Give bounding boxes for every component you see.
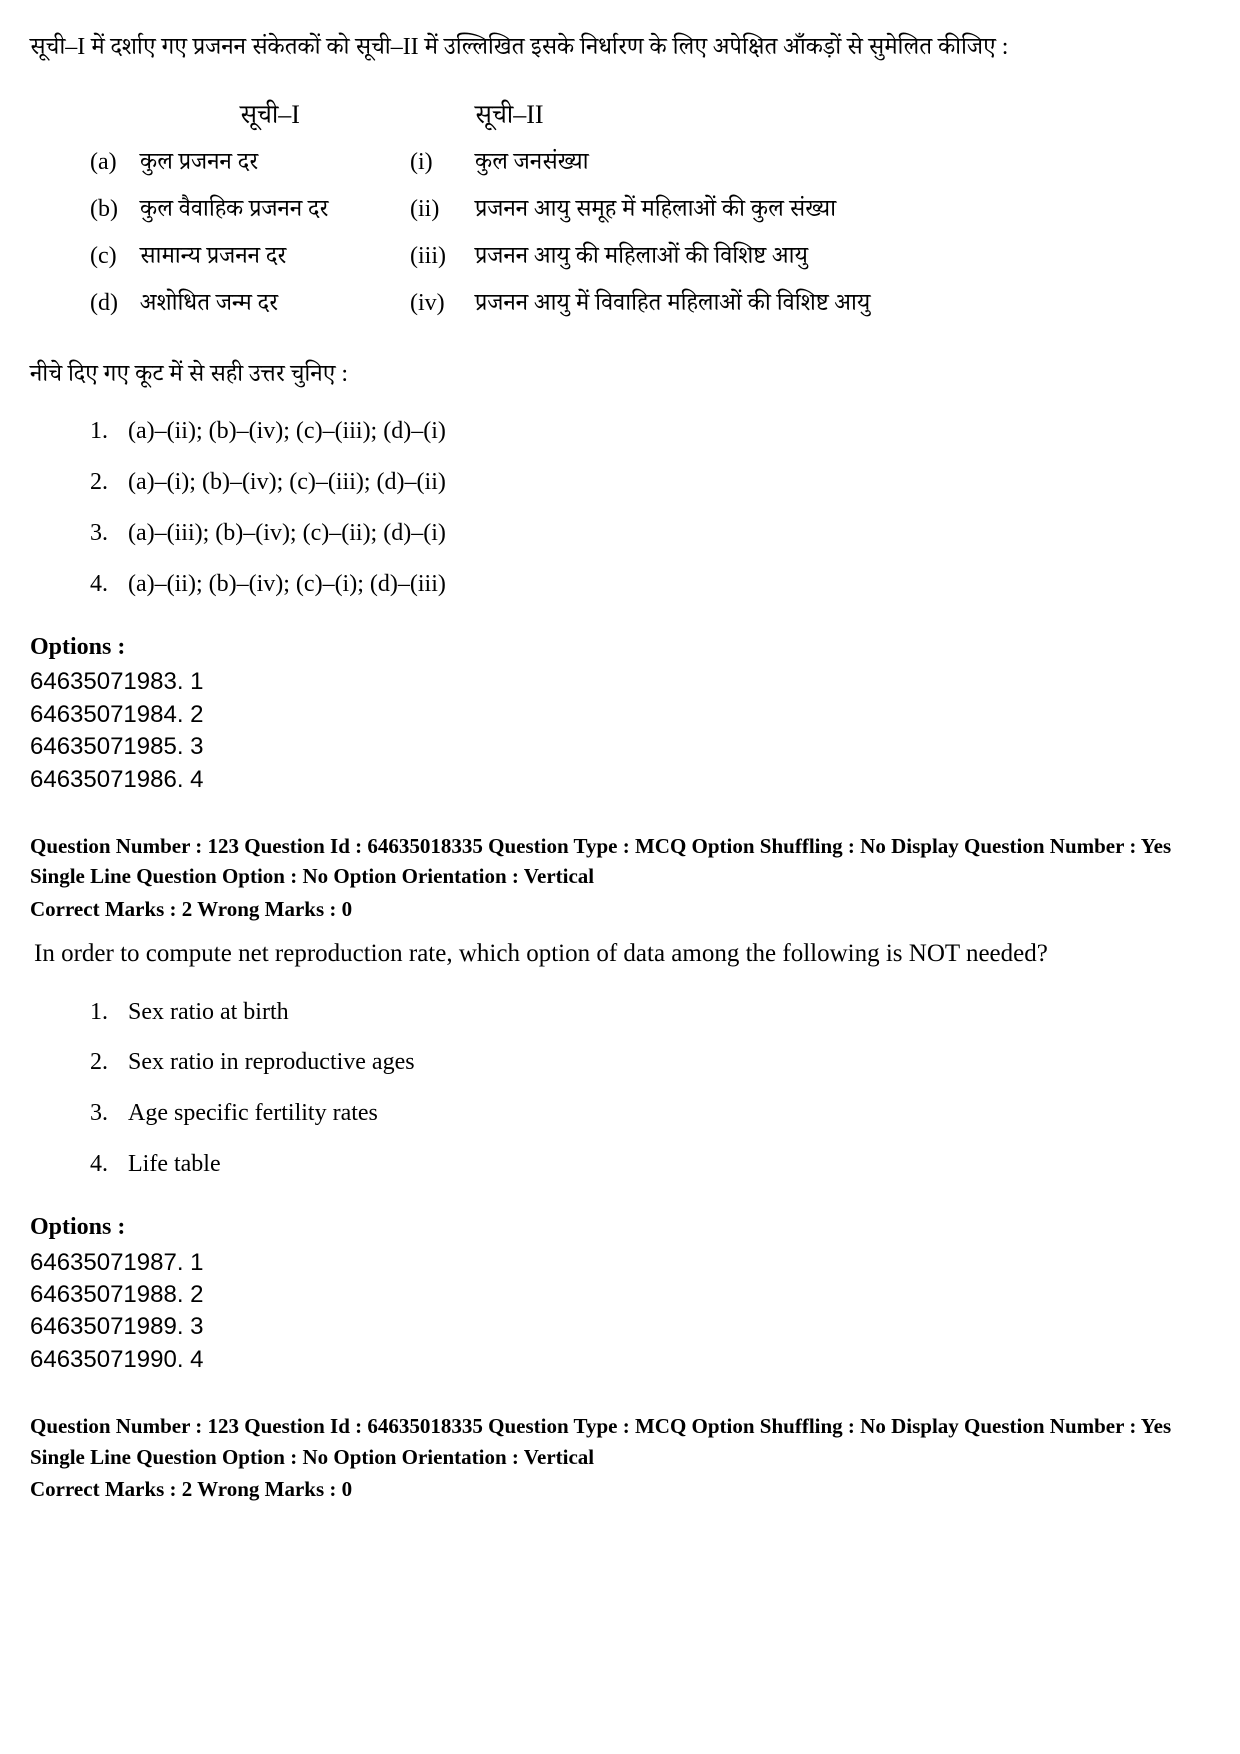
answer-num: 3. (90, 1096, 128, 1131)
q2-options-label: Options : (30, 1210, 1210, 1245)
option-id: 64635071987. 1 (30, 1247, 1210, 1279)
answer-option: 4.Life table (90, 1139, 1210, 1190)
list1-marker: (d) (90, 280, 140, 327)
q2-text: In order to compute net reproduction rat… (34, 936, 1210, 972)
option-id: 64635071983. 1 (30, 666, 1210, 698)
code-text: (a)–(iii); (b)–(iv); (c)–(ii); (d)–(i) (128, 520, 446, 546)
list1-marker: (a) (90, 139, 140, 186)
code-num: 4. (90, 567, 128, 602)
answer-num: 2. (90, 1045, 128, 1080)
q3-header: Question Number : 123 Question Id : 6463… (30, 1411, 1210, 1472)
answer-num: 4. (90, 1147, 128, 1182)
list2-heading: सूची–II (475, 90, 1005, 140)
list2-text: प्रजनन आयु में विवाहित महिलाओं की विशिष्… (475, 280, 1005, 327)
code-text: (a)–(i); (b)–(iv); (c)–(iii); (d)–(ii) (128, 469, 446, 495)
q1-options: 64635071983. 1 64635071984. 2 6463507198… (30, 666, 1210, 796)
code-num: 1. (90, 414, 128, 449)
list2-marker: (iv) (410, 280, 475, 327)
list1-marker: (c) (90, 233, 140, 280)
code-num: 3. (90, 516, 128, 551)
list2-text: प्रजनन आयु समूह में महिलाओं की कुल संख्य… (475, 186, 1005, 233)
q2-header: Question Number : 123 Question Id : 6463… (30, 831, 1210, 892)
code-num: 2. (90, 465, 128, 500)
list1-text: सामान्य प्रजनन दर (140, 233, 410, 280)
answer-option: 1.Sex ratio at birth (90, 987, 1210, 1038)
list-row: (c) सामान्य प्रजनन दर (iii) प्रजनन आयु क… (90, 233, 1005, 280)
q2-marks: Correct Marks : 2 Wrong Marks : 0 (30, 894, 1210, 924)
code-option: 3.(a)–(iii); (b)–(iv); (c)–(ii); (d)–(i) (90, 508, 1210, 559)
answer-option: 3.Age specific fertility rates (90, 1088, 1210, 1139)
option-id: 64635071984. 2 (30, 699, 1210, 731)
code-text: (a)–(ii); (b)–(iv); (c)–(iii); (d)–(i) (128, 418, 446, 444)
answer-text: Sex ratio at birth (128, 999, 289, 1025)
option-id: 64635071986. 4 (30, 764, 1210, 796)
list2-marker: (iii) (410, 233, 475, 280)
option-id: 64635071990. 4 (30, 1344, 1210, 1376)
list1-heading: सूची–I (140, 90, 410, 140)
q1-code-list: 1.(a)–(ii); (b)–(iv); (c)–(iii); (d)–(i)… (90, 406, 1210, 609)
list2-marker: (ii) (410, 186, 475, 233)
code-option: 2.(a)–(i); (b)–(iv); (c)–(iii); (d)–(ii) (90, 457, 1210, 508)
list2-marker: (i) (410, 139, 475, 186)
list-row: (d) अशोधित जन्म दर (iv) प्रजनन आयु में व… (90, 280, 1005, 327)
list1-text: कुल प्रजनन दर (140, 139, 410, 186)
list1-text: कुल वैवाहिक प्रजनन दर (140, 186, 410, 233)
list-row: (a) कुल प्रजनन दर (i) कुल जनसंख्या (90, 139, 1005, 186)
option-id: 64635071989. 3 (30, 1311, 1210, 1343)
code-option: 1.(a)–(ii); (b)–(iv); (c)–(iii); (d)–(i) (90, 406, 1210, 457)
list1-marker: (b) (90, 186, 140, 233)
q1-choose: नीचे दिए गए कूट में से सही उत्तर चुनिए : (30, 357, 1210, 392)
q2-answer-list: 1.Sex ratio at birth 2.Sex ratio in repr… (90, 987, 1210, 1190)
list1-text: अशोधित जन्म दर (140, 280, 410, 327)
list2-text: प्रजनन आयु की महिलाओं की विशिष्ट आयु (475, 233, 1005, 280)
q2-options: 64635071987. 1 64635071988. 2 6463507198… (30, 1247, 1210, 1377)
code-option: 4.(a)–(ii); (b)–(iv); (c)–(i); (d)–(iii) (90, 559, 1210, 610)
option-id: 64635071985. 3 (30, 731, 1210, 763)
answer-text: Age specific fertility rates (128, 1100, 378, 1126)
answer-text: Life table (128, 1151, 221, 1177)
q1-options-label: Options : (30, 630, 1210, 665)
q1-intro: सूची–I में दर्शाए गए प्रजनन संकेतकों को … (30, 30, 1210, 65)
answer-option: 2.Sex ratio in reproductive ages (90, 1037, 1210, 1088)
list2-text: कुल जनसंख्या (475, 139, 1005, 186)
list-row: (b) कुल वैवाहिक प्रजनन दर (ii) प्रजनन आय… (90, 186, 1005, 233)
code-text: (a)–(ii); (b)–(iv); (c)–(i); (d)–(iii) (128, 571, 446, 597)
answer-num: 1. (90, 995, 128, 1030)
answer-text: Sex ratio in reproductive ages (128, 1049, 415, 1075)
q1-list-table: सूची–I सूची–II (a) कुल प्रजनन दर (i) कुल… (90, 90, 1005, 327)
option-id: 64635071988. 2 (30, 1279, 1210, 1311)
q3-marks: Correct Marks : 2 Wrong Marks : 0 (30, 1474, 1210, 1504)
